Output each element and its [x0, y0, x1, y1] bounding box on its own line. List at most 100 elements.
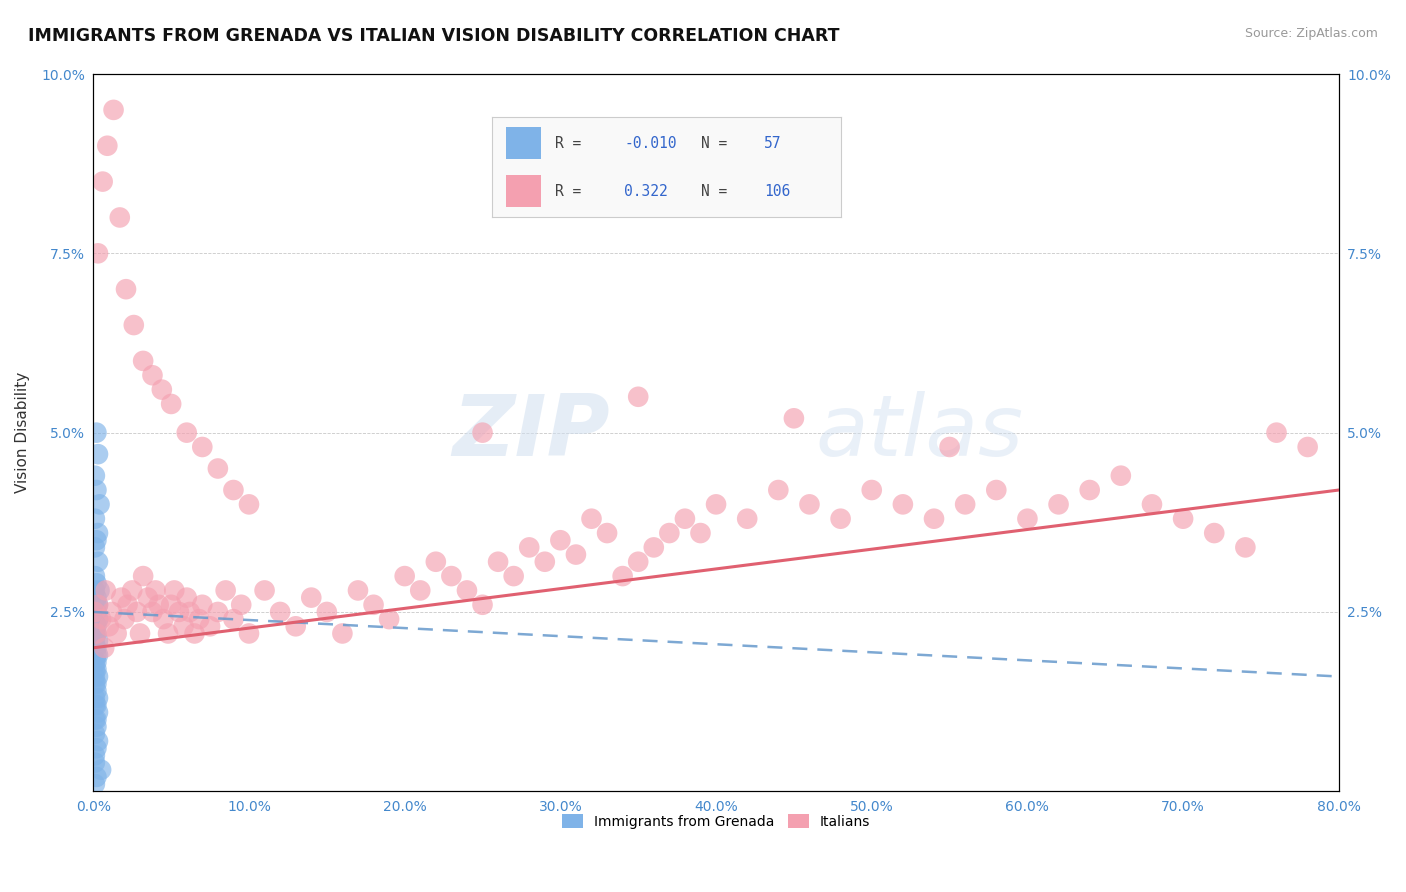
Point — [643, 541, 665, 555]
Point — [97, 619, 120, 633]
Point — [86, 640, 108, 655]
Point — [658, 526, 681, 541]
Point — [799, 497, 821, 511]
Point — [89, 583, 111, 598]
Point — [87, 598, 110, 612]
Point — [550, 533, 572, 548]
Point — [222, 483, 245, 497]
Point — [533, 555, 555, 569]
Point — [1109, 468, 1132, 483]
Point — [269, 605, 291, 619]
Point — [253, 583, 276, 598]
Point — [86, 741, 108, 756]
Point — [315, 605, 337, 619]
Point — [167, 605, 190, 619]
Point — [83, 605, 105, 619]
Point — [105, 626, 128, 640]
Point — [117, 598, 139, 612]
Point — [83, 777, 105, 791]
Point — [86, 720, 108, 734]
Point — [87, 633, 110, 648]
Point — [938, 440, 960, 454]
Point — [830, 512, 852, 526]
Point — [347, 583, 370, 598]
Point — [86, 683, 108, 698]
Point — [86, 598, 108, 612]
Point — [132, 569, 155, 583]
Point — [83, 713, 105, 727]
Point — [596, 526, 619, 541]
Point — [409, 583, 432, 598]
Point — [86, 591, 108, 605]
Point — [141, 368, 163, 383]
Point — [517, 541, 540, 555]
Point — [83, 691, 105, 706]
Point — [152, 612, 174, 626]
Point — [378, 612, 401, 626]
Point — [486, 555, 509, 569]
Point — [612, 569, 634, 583]
Point — [83, 669, 105, 683]
Point — [471, 425, 494, 440]
Point — [83, 727, 105, 741]
Point — [456, 583, 478, 598]
Point — [183, 626, 205, 640]
Point — [94, 583, 117, 598]
Point — [86, 619, 108, 633]
Point — [110, 591, 132, 605]
Point — [86, 662, 108, 676]
Point — [101, 605, 124, 619]
Point — [87, 691, 110, 706]
Point — [129, 626, 152, 640]
Point — [83, 626, 105, 640]
Point — [231, 598, 253, 612]
Point — [141, 605, 163, 619]
Point — [332, 626, 354, 640]
Point — [114, 612, 136, 626]
Point — [91, 175, 114, 189]
Point — [87, 734, 110, 748]
Point — [83, 655, 105, 669]
Point — [86, 676, 108, 690]
Point — [1078, 483, 1101, 497]
Point — [735, 512, 758, 526]
Point — [783, 411, 806, 425]
Point — [207, 605, 229, 619]
Point — [891, 497, 914, 511]
Point — [179, 605, 201, 619]
Point — [198, 619, 221, 633]
Point — [1296, 440, 1319, 454]
Point — [704, 497, 727, 511]
Point — [214, 583, 236, 598]
Point — [627, 555, 650, 569]
Point — [176, 425, 198, 440]
Point — [86, 713, 108, 727]
Point — [136, 591, 159, 605]
Point — [121, 583, 143, 598]
Point — [150, 383, 173, 397]
Point — [83, 569, 105, 583]
Point — [191, 598, 214, 612]
Point — [90, 612, 112, 626]
Point — [90, 763, 112, 777]
Point — [83, 583, 105, 598]
Point — [83, 619, 105, 633]
Point — [86, 698, 108, 713]
Point — [86, 483, 108, 497]
Point — [86, 655, 108, 669]
Point — [363, 598, 385, 612]
Point — [176, 591, 198, 605]
Point — [922, 512, 945, 526]
Point — [87, 669, 110, 683]
Point — [83, 756, 105, 770]
Point — [673, 512, 696, 526]
Point — [86, 425, 108, 440]
Y-axis label: Vision Disability: Vision Disability — [15, 372, 30, 493]
Point — [191, 440, 214, 454]
Point — [103, 103, 125, 117]
Point — [860, 483, 883, 497]
Point — [1171, 512, 1194, 526]
Point — [425, 555, 447, 569]
Point — [148, 598, 170, 612]
Point — [1140, 497, 1163, 511]
